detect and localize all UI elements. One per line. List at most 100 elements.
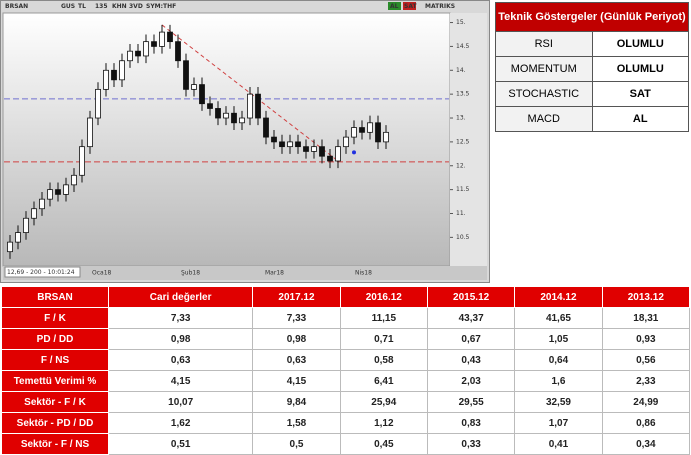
plot-area — [2, 12, 451, 267]
cell: 0,67 — [426, 328, 516, 350]
cell: 2016.12 — [339, 286, 428, 308]
y-tick-label: 13. — [456, 115, 466, 122]
candle-body — [191, 84, 197, 90]
y-tick-label: 12. — [456, 162, 466, 169]
indicator-table: Teknik Göstergeler (Günlük Periyot) RSI OL… — [495, 2, 689, 132]
candle-body — [287, 141, 293, 148]
cell: 4,15 — [252, 370, 341, 392]
y-tick-label: 14. — [456, 67, 466, 74]
y-tick-label: 14.5 — [456, 43, 470, 50]
cell: OLUMLU — [591, 31, 689, 57]
y-tick-label: 12.5 — [456, 138, 470, 145]
candle-body — [95, 88, 101, 119]
cell: F / NS — [1, 349, 109, 371]
cell: 2,33 — [601, 370, 691, 392]
candle-body — [303, 146, 309, 152]
row: RSI OLUMLU — [495, 31, 689, 57]
row: F / K 7,33 7,33 11,15 43,37 41,65 18,31 — [1, 307, 691, 329]
candle-body — [327, 155, 333, 162]
candle-body — [279, 141, 285, 148]
row: F / NS 0,63 0,63 0,58 0,43 0,64 0,56 — [1, 349, 691, 371]
cell: 0,98 — [107, 328, 254, 350]
cell: Sektör - F / NS — [1, 433, 109, 455]
cell: AL — [591, 106, 689, 132]
row: Sektör - F / NS 0,51 0,5 0,45 0,33 0,41 0,34 — [1, 433, 691, 455]
status-box — [4, 266, 81, 278]
row: MOMENTUM OLUMLU — [495, 56, 689, 82]
candle-body — [15, 232, 21, 243]
cell: 0,34 — [601, 433, 691, 455]
row: Sektör - PD / DD 1,62 1,58 1,12 0,83 1,07 0,86 — [1, 412, 691, 434]
candle-body — [255, 93, 261, 119]
cell: 0,58 — [339, 349, 428, 371]
cell: 11,15 — [339, 307, 428, 329]
y-tick-label: 11.5 — [456, 186, 470, 193]
candle-body — [367, 122, 373, 133]
candle-body — [351, 127, 357, 138]
candle-body — [23, 217, 29, 233]
candle-body — [31, 208, 37, 219]
cell: 1,58 — [252, 412, 341, 434]
candle-body — [231, 112, 237, 124]
x-tick-label: Oca18 — [92, 270, 112, 277]
candle-body — [239, 117, 245, 124]
cell: 32,59 — [514, 391, 603, 413]
candle-body — [319, 146, 325, 157]
cell: BRSAN — [1, 286, 109, 308]
cell: 0,56 — [601, 349, 691, 371]
candle-body — [295, 141, 301, 148]
row: Temettü Verimi % 4,15 4,15 6,41 2,03 1,6 2,33 — [1, 370, 691, 392]
y-tick-label: 13.5 — [456, 91, 470, 98]
cell: 0,93 — [601, 328, 691, 350]
cell: 1,07 — [514, 412, 603, 434]
candle-body — [79, 146, 85, 176]
toolbar-text: SAT — [404, 3, 417, 10]
cell: 4,15 — [107, 370, 254, 392]
candle-body — [263, 117, 269, 138]
y-tick-label: 10.5 — [456, 234, 470, 241]
candle-body — [151, 41, 157, 47]
cell: 0,86 — [601, 412, 691, 434]
cell: 1,6 — [514, 370, 603, 392]
x-tick-label: Şub18 — [181, 270, 200, 277]
toolbar-text: BRSAN — [5, 3, 28, 10]
cell: 0,71 — [339, 328, 428, 350]
toolbar-text: 135 — [95, 3, 108, 10]
candle-body — [39, 198, 45, 210]
cell: 2017.12 — [252, 286, 341, 308]
cell: Temettü Verimi % — [1, 370, 109, 392]
candle-body — [199, 84, 205, 105]
toolbar-text: TL — [78, 3, 86, 10]
candle-body — [311, 146, 317, 152]
cell: MACD — [495, 106, 593, 132]
cell: 0,43 — [426, 349, 516, 371]
candle-body — [207, 103, 213, 109]
status-text: 12,69 - 200 - 10:01:24 — [7, 269, 75, 276]
toolbar-text: AL — [390, 3, 399, 10]
cell: PD / DD — [1, 328, 109, 350]
cell: 0,51 — [107, 433, 254, 455]
candle-body — [47, 189, 53, 200]
candle-body — [111, 69, 117, 81]
marker — [352, 150, 356, 155]
cell: 1,05 — [514, 328, 603, 350]
row: Sektör - F / K 10,07 9,84 25,94 29,55 32,59 24… — [1, 391, 691, 413]
row: BRSAN Cari değerler 2017.12 2016.12 2015.12 2… — [1, 286, 691, 308]
row: PD / DD 0,98 0,98 0,71 0,67 1,05 0,93 — [1, 328, 691, 350]
cell: Sektör - F / K — [1, 391, 109, 413]
cell: 0,83 — [426, 412, 516, 434]
cell: 43,37 — [426, 307, 516, 329]
candle-body — [215, 108, 221, 119]
time-axis — [3, 266, 487, 280]
candle-body — [375, 122, 381, 143]
cell: OLUMLU — [591, 56, 689, 82]
cell: 0,64 — [514, 349, 603, 371]
cell: 41,65 — [514, 307, 603, 329]
cell: Sektör - PD / DD — [1, 412, 109, 434]
y-tick-label: 11. — [456, 210, 466, 217]
cell: 0,5 — [252, 433, 341, 455]
toolbar-text: SYM:THF — [146, 3, 176, 10]
cell: SAT — [591, 81, 689, 107]
row: MACD AL — [495, 106, 689, 132]
cell: 2015.12 — [426, 286, 516, 308]
